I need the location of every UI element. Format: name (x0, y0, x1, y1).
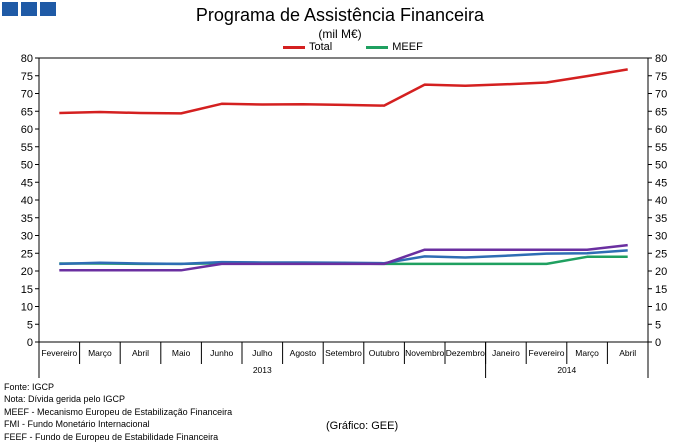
legend-swatch-total (283, 45, 305, 49)
y-tick-label-left: 15 (21, 284, 33, 296)
y-tick-label-left: 10 (21, 302, 33, 314)
y-tick-label-right: 80 (655, 53, 667, 65)
note-feef: FEEF - Fundo de Europeu de Estabilidade … (4, 431, 219, 442)
chart-credit: (Gráfico: GEE) (326, 420, 399, 432)
y-tick-label-left: 50 (21, 160, 33, 172)
y-tick-label-right: 10 (655, 302, 667, 314)
y-tick-label-left: 80 (21, 53, 33, 65)
x-tick-label: Outubro (369, 348, 400, 358)
x-tick-label: Março (575, 348, 599, 358)
plot-frame (38, 57, 649, 343)
y-tick-label-right: 75 (655, 71, 667, 83)
note-meef: MEEF - Mecanismo Europeu de Estabilizaçã… (4, 406, 233, 417)
legend-item-total: Total (283, 41, 332, 53)
x-tick-label: Abril (132, 348, 149, 358)
chart-subtitle: (mil M€) (318, 27, 362, 41)
x-tick-label: Abril (619, 348, 636, 358)
x-tick-label: Novembro (405, 348, 444, 358)
y-tick-label-right: 35 (655, 213, 667, 225)
logo (2, 2, 56, 16)
x-tick-label: Dezembro (446, 348, 485, 358)
series-line-total (59, 68, 628, 115)
notes: Fonte: IGCP Nota: Dívida gerida pelo IGC… (4, 381, 232, 443)
y-tick-label-right: 70 (655, 89, 667, 101)
y-tick-label-left: 0 (27, 337, 33, 349)
y-tick-label-left: 60 (21, 124, 33, 136)
x-tick-label: Junho (210, 348, 233, 358)
legend-item-meef: MEEF (366, 41, 423, 53)
y-tick-label-left: 35 (21, 213, 33, 225)
y-tick-label-right: 15 (655, 284, 667, 296)
x-tick-label: Fevereiro (529, 348, 565, 358)
y-tick-label-left: 25 (21, 248, 33, 260)
legend-swatch-meef (366, 45, 389, 49)
logo-square (21, 2, 37, 16)
y-tick-label-right: 5 (655, 319, 661, 331)
y-tick-label-left: 30 (21, 231, 33, 243)
note-debt: Nota: Dívida gerida pelo IGCP (4, 394, 126, 405)
y-tick-label-right: 45 (655, 177, 667, 189)
y-tick-label-left: 55 (21, 142, 33, 154)
y-tick-label-right: 30 (655, 231, 667, 243)
x-tick-label: Janeiro (492, 348, 520, 358)
y-tick-label-right: 50 (655, 160, 667, 172)
y-tick-label-left: 20 (21, 266, 33, 278)
x-tick-label: Fevereiro (41, 348, 77, 358)
x-year-label: 2013 (253, 365, 272, 375)
logo-square (40, 2, 56, 16)
note-source: Fonte: IGCP (4, 382, 55, 392)
series-line-feef (59, 243, 628, 272)
x-tick-label: Maio (172, 348, 191, 358)
logo-square (2, 2, 18, 16)
legend: Total MEEF (283, 41, 457, 53)
y-tick-label-right: 40 (655, 195, 667, 207)
legend-label-meef: MEEF (392, 41, 423, 53)
x-tick-label: Agosto (290, 348, 317, 358)
note-fmi: FMI - Fundo Monetário Internacional (4, 419, 150, 430)
y-tick-label-left: 75 (21, 71, 33, 83)
y-tick-label-right: 20 (655, 266, 667, 278)
x-tick-label: Julho (252, 348, 273, 358)
x-year-label: 2014 (557, 365, 576, 375)
y-tick-label-right: 55 (655, 142, 667, 154)
y-tick-label-right: 65 (655, 106, 667, 118)
y-tick-label-left: 70 (21, 89, 33, 101)
y-tick-label-right: 0 (655, 337, 661, 349)
x-tick-label: Setembro (325, 348, 362, 358)
y-tick-label-left: 5 (27, 319, 33, 331)
y-tick-label-left: 40 (21, 195, 33, 207)
y-tick-label-left: 45 (21, 177, 33, 189)
chart-title: Programa de Assistência Financeira (195, 5, 485, 25)
y-tick-label-left: 65 (21, 106, 33, 118)
y-tick-label-right: 25 (655, 248, 667, 260)
series-line-fmi (59, 249, 628, 266)
legend-label-total: Total (309, 41, 333, 53)
y-tick-label-right: 60 (655, 124, 667, 136)
x-tick-label: Março (88, 348, 112, 358)
